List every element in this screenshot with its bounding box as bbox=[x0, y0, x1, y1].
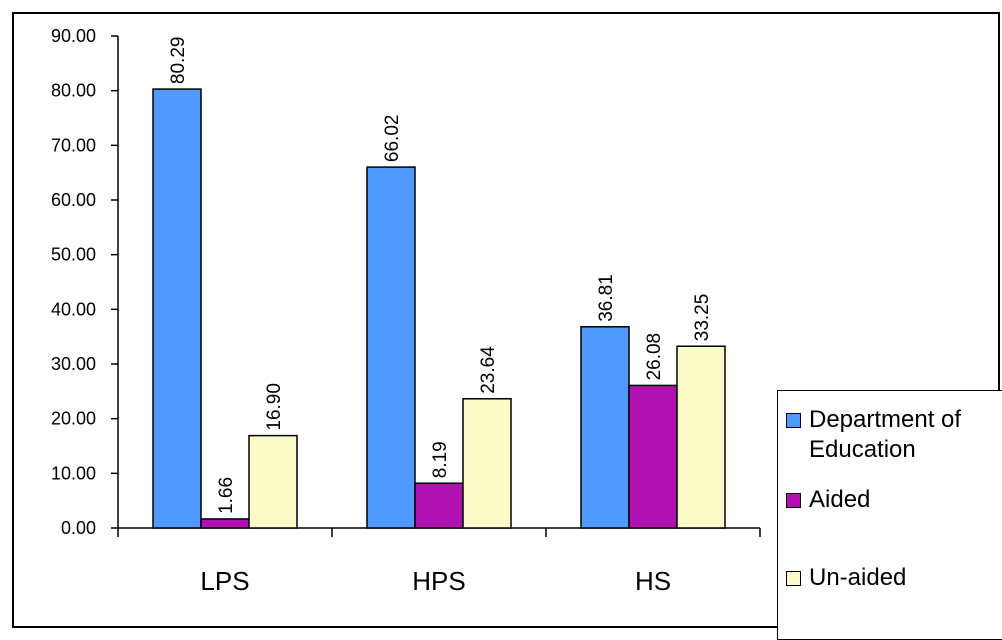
bar-aided-hps bbox=[414, 482, 464, 529]
x-category-label-lps: LPS bbox=[200, 566, 249, 596]
bar-department-of-education-lps bbox=[152, 88, 202, 529]
bar-department-of-education-hps bbox=[366, 166, 416, 529]
legend-item-un-aided: Un-aided bbox=[786, 563, 1002, 593]
bar-un-aided-hs bbox=[676, 345, 726, 529]
data-label-aided-hs: 26.08 bbox=[644, 333, 665, 381]
bar-un-aided-hps bbox=[462, 398, 512, 529]
data-label-department-of-education-hs: 36.81 bbox=[596, 274, 617, 322]
data-label-un-aided-lps: 16.90 bbox=[264, 383, 285, 431]
y-tick-label: 10.00 bbox=[51, 463, 96, 483]
y-tick-label: 20.00 bbox=[51, 409, 96, 429]
y-tick-label: 50.00 bbox=[51, 245, 96, 265]
y-tick-label: 90.00 bbox=[51, 26, 96, 46]
y-tick-label: 30.00 bbox=[51, 354, 96, 374]
bar-aided-hs bbox=[628, 384, 678, 529]
y-tick-label: 60.00 bbox=[51, 190, 96, 210]
x-category-label-hs: HS bbox=[635, 566, 671, 596]
legend-item-department-of-education: Department of Education bbox=[786, 405, 1002, 465]
legend-label-aided: Aided bbox=[809, 486, 871, 513]
legend-swatch-department-of-education bbox=[786, 413, 801, 428]
data-label-department-of-education-hps: 66.02 bbox=[382, 115, 403, 163]
legend-swatch-aided bbox=[786, 493, 801, 508]
bar-department-of-education-hs bbox=[580, 326, 630, 529]
bar-un-aided-lps bbox=[248, 434, 298, 529]
legend-item-aided: Aided bbox=[786, 485, 1002, 515]
y-tick-label: 80.00 bbox=[51, 81, 96, 101]
x-category-label-hps: HPS bbox=[412, 566, 465, 596]
y-tick-label: 0.00 bbox=[61, 518, 96, 538]
legend-label-department-of-education: Department of Education bbox=[809, 406, 962, 463]
legend-swatch-un-aided bbox=[786, 571, 801, 586]
data-label-department-of-education-lps: 80.29 bbox=[168, 37, 189, 85]
y-tick-label: 40.00 bbox=[51, 299, 96, 319]
y-tick-label: 70.00 bbox=[51, 135, 96, 155]
bar-aided-lps bbox=[200, 518, 250, 529]
legend-label-un-aided: Un-aided bbox=[809, 564, 907, 591]
data-label-un-aided-hs: 33.25 bbox=[692, 294, 713, 342]
data-label-aided-hps: 8.19 bbox=[430, 441, 451, 478]
data-label-aided-lps: 1.66 bbox=[216, 477, 237, 514]
data-label-un-aided-hps: 23.64 bbox=[478, 346, 499, 394]
legend: Department of Education Aided Un-aided bbox=[777, 390, 1002, 640]
